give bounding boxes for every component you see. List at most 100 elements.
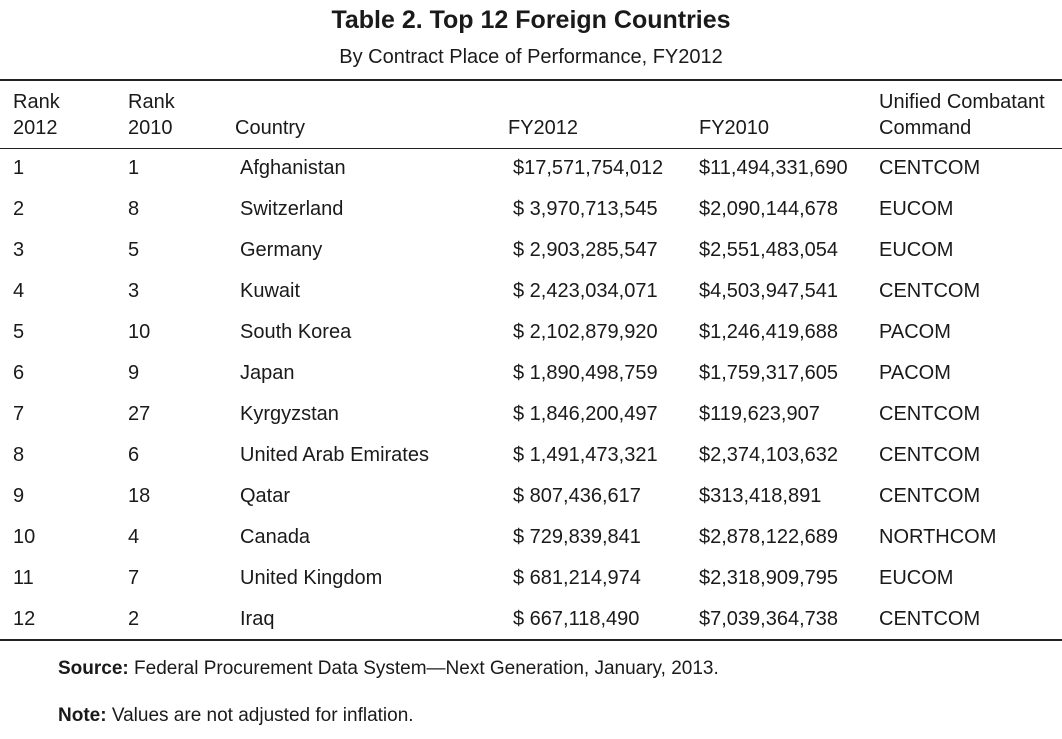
rank-2012-cell: 4 <box>13 280 25 302</box>
fy2012-cell: $ 667,118,490 <box>513 608 640 630</box>
table-row: 5 10 South Korea $ 2,102,879,920 $1,246,419,… <box>0 313 1062 354</box>
rank-2012-cell: 10 <box>13 526 36 548</box>
fy2010-cell: $2,551,483,054 <box>699 239 839 261</box>
fy2010-cell: $1,759,317,605 <box>699 362 839 384</box>
rank-2012-cell: 2 <box>13 198 25 220</box>
rank-2012-cell: 12 <box>13 608 36 630</box>
command-cell: EUCOM <box>879 198 954 220</box>
header-fy2012: FY2012 <box>508 117 579 139</box>
command-cell: EUCOM <box>879 567 954 589</box>
rank-2010-cell: 5 <box>128 239 140 261</box>
country-cell: South Korea <box>240 321 352 343</box>
rank-2010-cell: 3 <box>128 280 140 302</box>
rank-2012-cell: 3 <box>13 239 25 261</box>
command-cell: PACOM <box>879 362 951 384</box>
rank-2012-cell: 9 <box>13 485 25 507</box>
rank-2010-cell: 4 <box>128 526 140 548</box>
header-rank-2010: Rank 2010 <box>128 89 175 141</box>
country-cell: Afghanistan <box>240 157 346 179</box>
fy2010-cell: $7,039,364,738 <box>699 608 839 630</box>
table-row: 3 5 Germany $ 2,903,285,547 $2,551,483,054 EU… <box>0 231 1062 272</box>
rank-2012-cell: 7 <box>13 403 25 425</box>
fy2010-cell: $2,878,122,689 <box>699 526 839 548</box>
fy2012-cell: $ 1,491,473,321 <box>513 444 658 466</box>
source-note: Source: Federal Procurement Data System—… <box>58 657 719 681</box>
fy2010-cell: $4,503,947,541 <box>699 280 839 302</box>
header-rule <box>0 148 1062 149</box>
command-cell: CENTCOM <box>879 485 981 507</box>
fy2010-cell: $313,418,891 <box>699 485 822 507</box>
table-row: 9 18 Qatar $ 807,436,617 $313,418,891 CENTCOM <box>0 477 1062 518</box>
fy2012-cell: $ 807,436,617 <box>513 485 641 507</box>
fy2012-cell: $ 1,890,498,759 <box>513 362 658 384</box>
header-command: Unified Combatant Command <box>879 89 1045 141</box>
rank-2010-cell: 6 <box>128 444 140 466</box>
command-cell: CENTCOM <box>879 403 981 425</box>
country-cell: Iraq <box>240 608 275 630</box>
fy2010-cell: $2,374,103,632 <box>699 444 839 466</box>
fy2010-cell: $2,318,909,795 <box>699 567 839 589</box>
table-row: 6 9 Japan $ 1,890,498,759 $1,759,317,605 PACO… <box>0 354 1062 395</box>
country-cell: United Arab Emirates <box>240 444 429 466</box>
country-cell: Kyrgyzstan <box>240 403 339 425</box>
fy2012-cell: $ 2,423,034,071 <box>513 280 658 302</box>
header-rank-2010-line2: 2010 <box>128 117 173 139</box>
rank-2010-cell: 8 <box>128 198 140 220</box>
header-rank-2010-line1: Rank <box>128 91 175 113</box>
bottom-rule <box>0 639 1062 641</box>
table-row: 12 2 Iraq $ 667,118,490 $7,039,364,738 CENTCO… <box>0 600 1062 641</box>
command-cell: NORTHCOM <box>879 526 997 548</box>
command-cell: CENTCOM <box>879 280 981 302</box>
header-fy2010: FY2010 <box>699 117 770 139</box>
table-row: 7 27 Kyrgyzstan $ 1,846,200,497 $119,623,907… <box>0 395 1062 436</box>
header-command-line2: Command <box>879 117 972 139</box>
table-row: 8 6 United Arab Emirates $ 1,491,473,321 $2,… <box>0 436 1062 477</box>
rank-2010-cell: 10 <box>128 321 151 343</box>
fy2010-cell: $119,623,907 <box>699 403 820 425</box>
fy2010-cell: $1,246,419,688 <box>699 321 839 343</box>
fy2012-cell: $ 681,214,974 <box>513 567 641 589</box>
rank-2012-cell: 5 <box>13 321 25 343</box>
fy2012-cell: $ 729,839,841 <box>513 526 641 548</box>
fy2010-cell: $11,494,331,690 <box>699 157 848 179</box>
table-row: 10 4 Canada $ 729,839,841 $2,878,122,689 NORT… <box>0 518 1062 559</box>
country-cell: Japan <box>240 362 295 384</box>
table-row: 4 3 Kuwait $ 2,423,034,071 $4,503,947,541 CEN… <box>0 272 1062 313</box>
command-cell: EUCOM <box>879 239 954 261</box>
table-row: 1 1 Afghanistan $17,571,754,012 $11,494,331,… <box>0 149 1062 190</box>
fy2012-cell: $ 2,102,879,920 <box>513 321 658 343</box>
note-label: Note: <box>58 705 107 726</box>
rank-2012-cell: 1 <box>13 157 25 179</box>
fy2012-cell: $ 2,903,285,547 <box>513 239 658 261</box>
inflation-note: Note: Values are not adjusted for inflat… <box>58 704 414 728</box>
fy2012-cell: $17,571,754,012 <box>513 157 664 179</box>
source-text: Federal Procurement Data System—Next Gen… <box>134 658 719 679</box>
header-rank-2012-line2: 2012 <box>13 117 58 139</box>
header-rank-2012-line1: Rank <box>13 91 60 113</box>
rank-2010-cell: 18 <box>128 485 151 507</box>
rank-2010-cell: 2 <box>128 608 140 630</box>
header-country: Country <box>235 117 306 139</box>
table-row: 2 8 Switzerland $ 3,970,713,545 $2,090,144,6… <box>0 190 1062 231</box>
command-cell: CENTCOM <box>879 157 981 179</box>
fy2012-cell: $ 3,970,713,545 <box>513 198 658 220</box>
source-label: Source: <box>58 658 129 679</box>
country-cell: Germany <box>240 239 323 261</box>
header-rank-2012: Rank 2012 <box>13 89 60 141</box>
command-cell: CENTCOM <box>879 444 981 466</box>
top-rule <box>0 79 1062 81</box>
command-cell: PACOM <box>879 321 951 343</box>
country-cell: Canada <box>240 526 311 548</box>
note-text: Values are not adjusted for inflation. <box>111 705 414 726</box>
rank-2010-cell: 9 <box>128 362 140 384</box>
country-cell: Switzerland <box>240 198 344 220</box>
country-cell: United Kingdom <box>240 567 383 589</box>
command-cell: CENTCOM <box>879 608 981 630</box>
table-row: 11 7 United Kingdom $ 681,214,974 $2,318,909… <box>0 559 1062 600</box>
header-command-line1: Unified Combatant <box>879 91 1045 113</box>
country-cell: Qatar <box>240 485 291 507</box>
fy2010-cell: $2,090,144,678 <box>699 198 839 220</box>
rank-2010-cell: 7 <box>128 567 140 589</box>
table-subtitle: By Contract Place of Performance, FY2012 <box>339 46 723 68</box>
table-title: Table 2. Top 12 Foreign Countries <box>331 6 731 34</box>
